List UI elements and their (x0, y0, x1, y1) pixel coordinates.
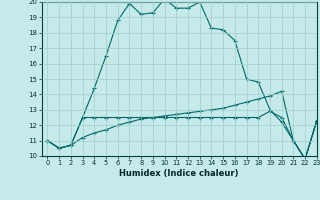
X-axis label: Humidex (Indice chaleur): Humidex (Indice chaleur) (119, 169, 239, 178)
